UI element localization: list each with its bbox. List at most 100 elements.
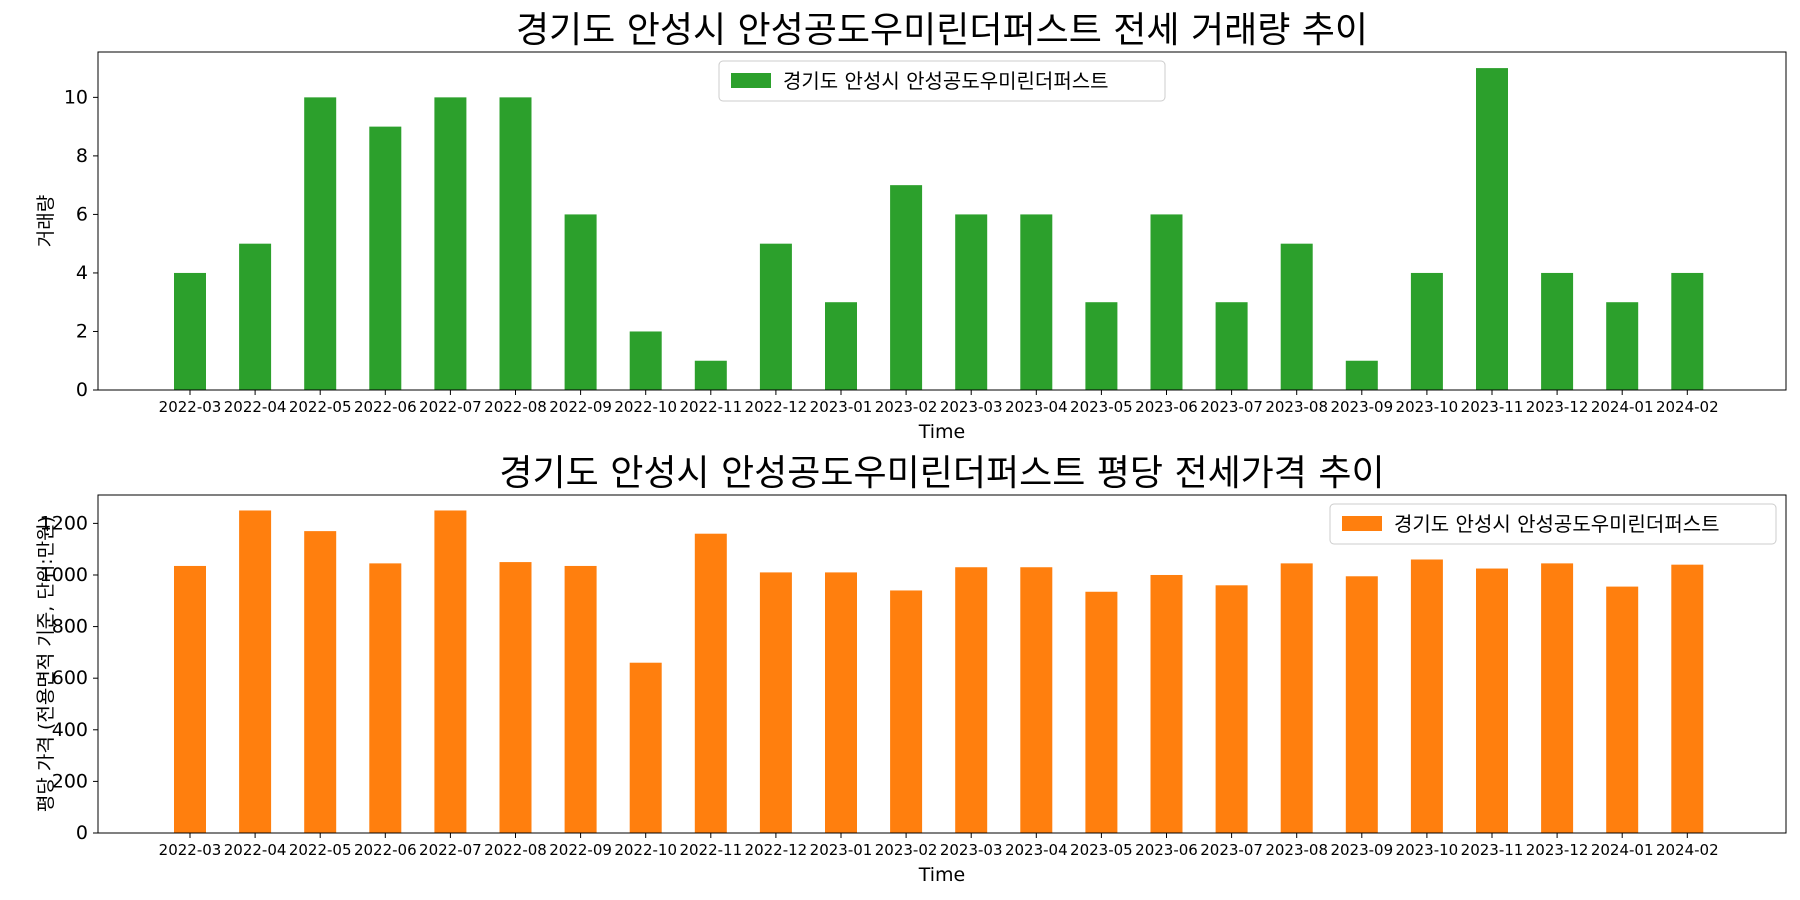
- x-tick-label: 2023-03: [940, 398, 1003, 416]
- legend-swatch: [1342, 516, 1382, 531]
- y-tick-label: 1200: [40, 512, 88, 534]
- legend: 경기도 안성시 안성공도우미린더퍼스트: [1329, 503, 1777, 545]
- bar: [1020, 214, 1053, 390]
- bar: [1541, 272, 1574, 390]
- bar: [1280, 563, 1313, 833]
- bar: [1606, 586, 1639, 833]
- x-axis-label: Time: [918, 421, 966, 443]
- x-tick-label: 2022-10: [614, 841, 677, 859]
- x-tick-label: 2023-08: [1265, 398, 1328, 416]
- x-tick-label: 2022-04: [224, 841, 287, 859]
- y-tick-label: 4: [76, 262, 88, 284]
- x-tick-label: 2024-01: [1591, 841, 1654, 859]
- bar: [1671, 564, 1704, 833]
- x-tick-label: 2023-11: [1461, 841, 1524, 859]
- x-tick-label: 2023-06: [1135, 841, 1198, 859]
- bar: [1345, 360, 1378, 390]
- bar: [564, 565, 597, 833]
- bar: [629, 331, 662, 390]
- bar: [694, 360, 727, 390]
- bar: [239, 510, 272, 833]
- x-tick-label: 2024-02: [1656, 398, 1719, 416]
- bar: [239, 243, 272, 390]
- chart-title: 경기도 안성시 안성공도우미린더퍼스트 평당 전세가격 추이: [499, 453, 1384, 494]
- bar: [434, 510, 467, 833]
- x-axis-label: Time: [918, 864, 966, 886]
- bar: [1150, 214, 1183, 390]
- legend-label: 경기도 안성시 안성공도우미린더퍼스트: [1394, 512, 1720, 536]
- x-tick-label: 2023-10: [1396, 841, 1459, 859]
- x-tick-label: 2022-07: [419, 398, 482, 416]
- axes-frame: [97, 51, 1787, 391]
- bar: [1410, 272, 1443, 390]
- x-tick-label: 2022-06: [354, 841, 417, 859]
- x-tick-label: 2023-05: [1070, 841, 1133, 859]
- bar: [955, 567, 988, 833]
- legend: 경기도 안성시 안성공도우미린더퍼스트: [718, 60, 1166, 102]
- bar: [1085, 591, 1118, 833]
- bar: [304, 531, 337, 833]
- legend-box: [718, 60, 1166, 102]
- x-tick-label: 2023-09: [1330, 841, 1393, 859]
- x-tick-label: 2022-03: [159, 841, 222, 859]
- x-tick-label: 2022-11: [679, 841, 742, 859]
- bar: [564, 214, 597, 390]
- x-tick-label: 2023-12: [1526, 841, 1589, 859]
- bar: [369, 563, 402, 833]
- y-tick-label: 200: [52, 770, 88, 792]
- bar: [759, 572, 792, 833]
- x-tick-label: 2023-06: [1135, 398, 1198, 416]
- chart-title: 경기도 안성시 안성공도우미린더퍼스트 전세 거래량 추이: [516, 10, 1368, 51]
- legend-box: [1329, 503, 1777, 545]
- x-tick-label: 2022-06: [354, 398, 417, 416]
- bar: [1280, 243, 1313, 390]
- bar: [1671, 272, 1704, 390]
- x-tick-label: 2023-04: [1005, 841, 1068, 859]
- x-tick-label: 2022-05: [289, 841, 352, 859]
- bar: [1476, 568, 1508, 833]
- x-tick-label: 2022-08: [484, 841, 547, 859]
- bar: [694, 533, 727, 833]
- x-tick-label: 2022-09: [549, 398, 612, 416]
- x-tick-label: 2023-12: [1526, 398, 1589, 416]
- bar: [1476, 68, 1508, 390]
- x-tick-label: 2024-02: [1656, 841, 1719, 859]
- bar: [174, 565, 206, 833]
- y-tick-label: 0: [76, 379, 88, 401]
- x-tick-label: 2023-10: [1396, 398, 1459, 416]
- bar: [1150, 574, 1183, 833]
- bar: [825, 302, 857, 390]
- x-tick-label: 2023-04: [1005, 398, 1068, 416]
- y-tick-label: 2: [76, 320, 88, 342]
- bar: [890, 185, 923, 390]
- x-tick-label: 2022-10: [614, 398, 677, 416]
- x-tick-label: 2023-01: [810, 841, 873, 859]
- x-tick-label: 2023-08: [1265, 841, 1328, 859]
- bar: [1020, 567, 1053, 833]
- bar: [955, 214, 988, 390]
- bar: [499, 562, 532, 833]
- y-axis-label: 거래량: [35, 195, 57, 247]
- bar: [369, 126, 402, 390]
- bar: [1215, 302, 1248, 390]
- x-tick-label: 2023-07: [1200, 398, 1263, 416]
- x-tick-label: 2023-01: [810, 398, 873, 416]
- bar: [1345, 576, 1378, 833]
- bar: [304, 97, 337, 390]
- x-tick-label: 2023-09: [1330, 398, 1393, 416]
- x-tick-label: 2023-11: [1461, 398, 1524, 416]
- bar: [759, 243, 792, 390]
- x-tick-label: 2022-08: [484, 398, 547, 416]
- bar: [1085, 302, 1118, 390]
- y-tick-label: 6: [76, 203, 88, 225]
- bar: [825, 572, 857, 833]
- x-tick-label: 2022-12: [745, 841, 808, 859]
- axes-frame: [97, 494, 1787, 834]
- y-tick-label: 1000: [40, 564, 88, 586]
- legend-swatch: [731, 73, 771, 88]
- x-tick-label: 2022-12: [745, 398, 808, 416]
- x-tick-label: 2023-07: [1200, 841, 1263, 859]
- y-axis-label: 평당 가격 (전용면적 기준, 단위:만원): [35, 516, 57, 812]
